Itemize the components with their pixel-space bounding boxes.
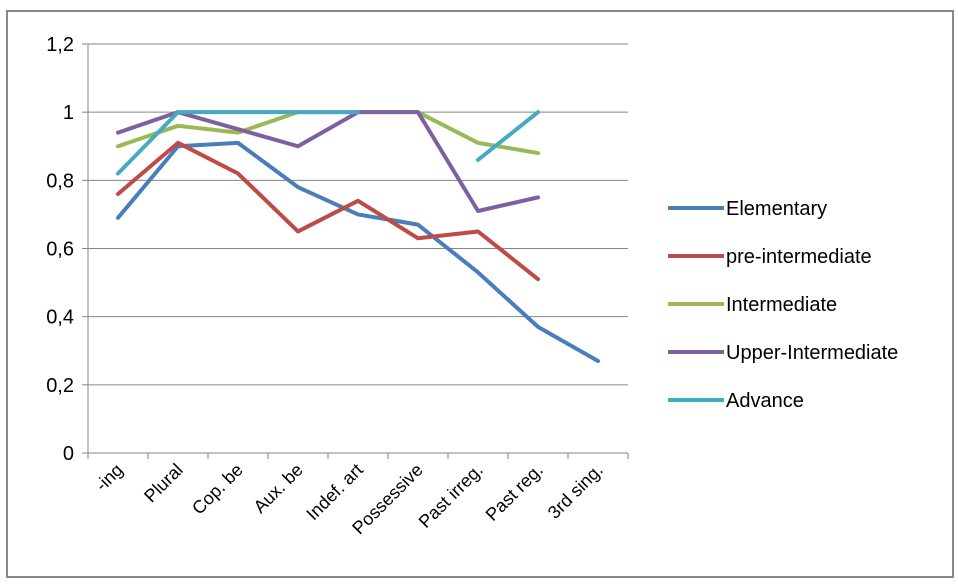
y-tick-label: 0 [63, 443, 74, 465]
series-segment [116, 110, 540, 214]
series-segment [476, 110, 540, 162]
y-tick-label: 1,2 [46, 34, 74, 56]
x-tick-label: Past reg. [482, 460, 547, 525]
series-segment [116, 110, 360, 176]
legend-label: Elementary [726, 198, 827, 220]
series-line-elementary [116, 140, 600, 363]
series-segment [116, 140, 600, 363]
y-tick-label: 0,8 [46, 170, 74, 192]
x-tick-label: Aux. be [250, 460, 307, 517]
axes [82, 43, 629, 459]
y-tick-labels: 0 0,2 0,4 0,6 0,8 1 1,2 [46, 34, 74, 465]
series-segment [116, 140, 540, 282]
x-tick-label: Cop. be [188, 460, 247, 519]
x-tick-label: -ing [91, 460, 126, 495]
y-tick-label: 0,4 [46, 307, 74, 329]
legend-label: pre-intermediate [726, 246, 872, 268]
x-tick-label: Past irreg. [415, 460, 487, 532]
series-line-advance [116, 110, 540, 176]
legend: Elementary pre-intermediate Intermediate Up… [668, 198, 898, 412]
series-lines [116, 110, 600, 363]
y-tick-label: 1 [63, 102, 74, 124]
legend-label: Intermediate [726, 294, 837, 316]
y-tick-label: 0,2 [46, 375, 74, 397]
series-line-upper-intermediate [116, 110, 540, 214]
chart-frame: 0 0,2 0,4 0,6 0,8 1 1,2 -ing Plural Cop. be Aux. … [6, 10, 954, 578]
y-tick-label: 0,6 [46, 239, 74, 261]
series-line-pre-intermediate [116, 140, 540, 282]
line-chart: 0 0,2 0,4 0,6 0,8 1 1,2 -ing Plural Cop. be Aux. … [46, 34, 898, 539]
x-tick-label: 3rd sing. [544, 460, 607, 523]
legend-label: Advance [726, 390, 804, 412]
x-tick-label: Plural [140, 460, 187, 507]
legend-label: Upper-Intermediate [726, 342, 898, 364]
